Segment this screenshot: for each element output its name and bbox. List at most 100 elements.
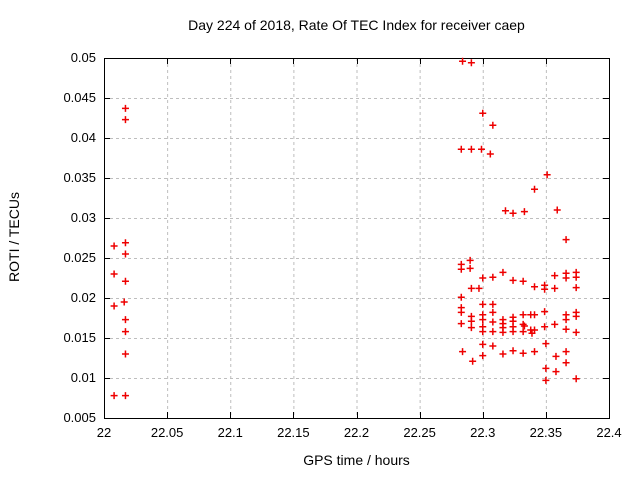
data-point-marker (489, 342, 497, 350)
data-point-marker (489, 300, 497, 308)
data-point-marker (520, 322, 528, 330)
data-point-marker (531, 348, 539, 356)
data-point-marker (459, 57, 467, 65)
data-point-marker (572, 312, 580, 320)
data-point-marker (562, 274, 570, 282)
y-tick-label: 0.035 (63, 170, 96, 185)
data-point-marker (457, 308, 465, 316)
data-point-marker (501, 207, 509, 215)
x-tick-label: 22.15 (277, 425, 310, 440)
y-tick-label: 0.015 (63, 330, 96, 345)
data-point-marker (541, 323, 549, 331)
data-point-marker (457, 320, 465, 328)
data-point-marker (519, 349, 527, 357)
data-point-marker (466, 264, 474, 272)
data-point-marker (543, 171, 551, 179)
data-point-marker (552, 352, 560, 360)
data-point-marker (542, 376, 550, 384)
data-point-marker (499, 350, 507, 358)
data-point-marker (486, 150, 494, 158)
data-point-marker (121, 316, 129, 324)
data-point-marker (120, 298, 128, 306)
data-point-marker (519, 328, 527, 336)
x-tick-label: 22.3 (470, 425, 496, 440)
y-tick-label: 0.03 (70, 210, 96, 225)
data-point-marker (551, 284, 559, 292)
data-point-marker (457, 145, 465, 153)
data-point-marker (551, 320, 559, 328)
data-point-marker (467, 145, 475, 153)
data-point-marker (562, 325, 570, 333)
x-tick-label: 22.4 (596, 425, 622, 440)
y-tick-label: 0.005 (63, 410, 96, 425)
data-point-marker (121, 350, 129, 358)
data-point-marker (531, 283, 539, 291)
data-point-marker (489, 318, 497, 326)
x-tick-label: 22.25 (403, 425, 436, 440)
data-point-marker (479, 300, 487, 308)
x-tick-label: 22.35 (529, 425, 563, 440)
data-point-marker (541, 285, 549, 293)
data-point-marker (519, 277, 527, 285)
data-point-marker (121, 239, 129, 247)
data-point-marker (110, 302, 118, 310)
plot-frame (104, 58, 610, 419)
data-point-marker (469, 357, 477, 365)
data-point-marker (479, 352, 487, 360)
data-point-marker (572, 284, 580, 292)
data-point-marker (509, 209, 517, 217)
data-point-marker (475, 284, 483, 292)
y-tick-label: 0.01 (70, 370, 96, 385)
x-tick-label: 22.2 (343, 425, 370, 440)
data-points (110, 57, 580, 400)
data-point-marker (121, 104, 129, 112)
data-point-marker (562, 348, 570, 356)
data-point-marker (479, 340, 487, 348)
data-point-marker (477, 145, 485, 153)
data-point-marker (499, 268, 507, 276)
data-point-marker (572, 328, 580, 336)
x-tick-label: 22.05 (150, 425, 184, 440)
data-point-marker (552, 368, 560, 376)
data-point-marker (520, 208, 528, 216)
data-point-marker (531, 185, 539, 193)
data-point-marker (562, 359, 570, 367)
y-tick-label: 0.045 (63, 90, 96, 105)
data-point-marker (466, 256, 474, 264)
data-point-marker (562, 316, 570, 324)
x-tick-label: 22 (96, 425, 112, 440)
data-point-marker (531, 311, 539, 319)
data-point-marker (489, 308, 497, 316)
data-point-marker (459, 348, 467, 356)
data-point-marker (562, 236, 570, 244)
data-point-marker (467, 317, 475, 325)
data-point-marker (457, 293, 465, 301)
data-point-marker (509, 276, 517, 284)
data-point-marker (553, 206, 561, 214)
data-point-marker (542, 340, 550, 348)
data-point-marker (489, 121, 497, 129)
y-tick-label: 0.05 (70, 50, 96, 65)
data-point-marker (479, 109, 487, 117)
data-point-marker (467, 284, 475, 292)
data-point-marker (572, 273, 580, 281)
data-point-marker (542, 364, 550, 372)
data-point-marker (121, 328, 129, 336)
data-point-marker (531, 326, 539, 334)
data-point-marker (467, 59, 475, 67)
data-point-marker (519, 311, 527, 319)
data-point-marker (467, 324, 475, 332)
data-point-marker (541, 308, 549, 316)
data-point-marker (489, 328, 497, 336)
data-point-marker (110, 270, 118, 278)
data-point-marker (479, 328, 487, 336)
data-point-marker (121, 250, 129, 258)
data-point-marker (572, 375, 580, 383)
grid-lines (104, 58, 609, 418)
data-point-marker (509, 347, 517, 355)
y-tick-label: 0.02 (70, 290, 96, 305)
data-point-marker (489, 273, 497, 281)
y-tick-label: 0.025 (63, 250, 96, 265)
